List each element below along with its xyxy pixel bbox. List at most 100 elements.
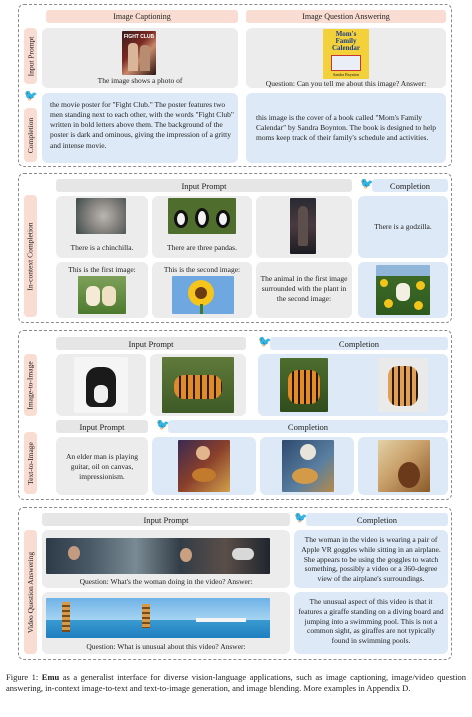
panda: [174, 210, 188, 228]
first-image-caption: This is the first image:: [68, 265, 136, 274]
captioning-completion-box: [42, 93, 238, 163]
image-to-image-label: Image-to-Image: [24, 354, 37, 416]
t2i-completion-header: Completion: [168, 420, 448, 433]
caption-bold-name: Emu: [41, 672, 60, 682]
video-qa-section: [18, 507, 452, 660]
guitar: [398, 462, 420, 488]
image-captioning-header: Image Captioning: [46, 10, 238, 23]
sunflower-stem: [200, 304, 203, 314]
diving-board: [196, 618, 246, 622]
book-title: Mom's Family Calendar: [332, 30, 360, 52]
second-image-caption: This is the second image:: [163, 265, 241, 274]
ostrich-icon: 🐦: [258, 336, 272, 348]
man-face: [196, 446, 210, 460]
sunflower-center: [195, 287, 207, 299]
image-generation-section: [18, 330, 452, 500]
tiger-completion-image-1: [280, 358, 328, 412]
giraffe: [142, 604, 150, 628]
guitar-painting-1: [178, 440, 230, 492]
tiger: [174, 375, 222, 399]
giraffe: [62, 602, 70, 632]
captioning-completion-text: the movie poster for "Fight Club." The p…: [50, 100, 234, 150]
godzilla-completion-box: [358, 196, 448, 258]
in-context-completion-label: In-context Completion: [24, 195, 37, 317]
tiger-cub: [388, 366, 418, 406]
t2i-input-header: Input Prompt: [56, 420, 148, 433]
video1-question-text: Question: What's the woman doing in the …: [79, 577, 253, 586]
tiger: [288, 370, 320, 404]
ostrich-icon: 🐦: [24, 90, 38, 102]
vqa-prompt-text: Question: Can you tell me about this ima…: [265, 79, 427, 88]
video-qa-label: Video Question Answering: [24, 530, 37, 654]
tiger-input-image: [162, 357, 234, 413]
poster-figure: [128, 43, 138, 71]
sunflower-image: [172, 276, 234, 314]
pandas-image: [168, 198, 236, 234]
woman-face: [180, 548, 192, 562]
video-completion-header: Completion: [306, 513, 448, 526]
flower: [414, 301, 423, 310]
vqa-completion-text: this image is the cover of a book called…: [256, 113, 436, 143]
cat-image: [74, 357, 128, 413]
book-cover-image: Mom's Family Calendar Sandra Boynton: [323, 29, 369, 79]
i2i-input-header: Input Prompt: [56, 337, 246, 350]
man-hair: [300, 444, 316, 460]
video1-completion-box: [294, 530, 448, 588]
woman-face: [68, 546, 80, 560]
poster-figure: [140, 45, 150, 71]
in-context-question-text: The animal in the first image surrounded…: [260, 274, 348, 303]
panda: [216, 210, 230, 228]
text-to-image-label: Text-to-Image: [24, 432, 37, 494]
guitar: [192, 468, 216, 482]
giraffe-pool-video-frames: [46, 598, 270, 638]
video2-completion-box: [294, 592, 448, 654]
guitar-painting-2: [282, 440, 334, 492]
figure-caption: Figure 1: Emu as a generalist interface …: [6, 672, 466, 694]
book-author: Sandra Boynton: [333, 72, 359, 77]
panda: [195, 208, 209, 228]
ostrich-icon: 🐦: [294, 512, 308, 524]
captioning-vqa-section: [18, 4, 452, 167]
video1-answer-text: The woman in the video is wearing a pair…: [301, 535, 441, 583]
vqa-completion-box: [246, 93, 446, 163]
dog-sunflowers-image: [376, 265, 430, 315]
godzilla-completion-text: There is a godzilla.: [374, 222, 432, 231]
guitar-painting-3: [378, 440, 430, 492]
flower: [384, 299, 393, 308]
in-context-completion-header: Completion: [372, 179, 448, 192]
i2i-completion-header: Completion: [270, 337, 448, 350]
image-qa-header: Image Question Answering: [246, 10, 446, 23]
video2-question-text: Question: What is unusual about this vid…: [86, 642, 246, 651]
godzilla-figure: [298, 206, 308, 246]
puppy: [86, 286, 100, 306]
captioning-prompt-text: The image shows a photo of: [97, 76, 183, 85]
pandas-caption: There are three pandas.: [167, 243, 237, 252]
ostrich-icon: 🐦: [156, 419, 170, 431]
fight-club-poster-image: FIGHT CLUB: [122, 31, 156, 75]
puppies-image: [78, 276, 126, 314]
in-context-input-header: Input Prompt: [56, 179, 352, 192]
ostrich-icon: 🐦: [360, 178, 374, 190]
video2-answer-text: The unusual aspect of this video is that…: [298, 597, 444, 645]
question-box: [256, 262, 352, 318]
input-prompt-row-label: Input Prompt: [24, 28, 37, 84]
t2i-prompt-box: [56, 437, 148, 495]
tiger-completion-image-2: [378, 358, 428, 412]
guitar: [292, 468, 318, 484]
airplane-video-frames: [46, 538, 270, 574]
t2i-prompt-text: An elder man is playing guitar, oil on c…: [65, 452, 139, 481]
godzilla-image: [290, 198, 316, 254]
vr-goggles: [232, 548, 254, 560]
poster-title: FIGHT CLUB: [123, 34, 155, 40]
cat-chest: [94, 385, 108, 403]
flower: [416, 281, 425, 290]
flower: [380, 279, 388, 287]
chinchilla-caption: There is a chinchilla.: [70, 243, 134, 252]
in-context-completion-section: [18, 173, 452, 323]
completion-row-label: Completion: [24, 108, 37, 162]
puppy: [102, 286, 116, 306]
book-illustration: [331, 55, 361, 71]
chinchilla-image: [76, 198, 126, 234]
video-input-header: Input Prompt: [42, 513, 290, 526]
dog: [396, 283, 410, 301]
